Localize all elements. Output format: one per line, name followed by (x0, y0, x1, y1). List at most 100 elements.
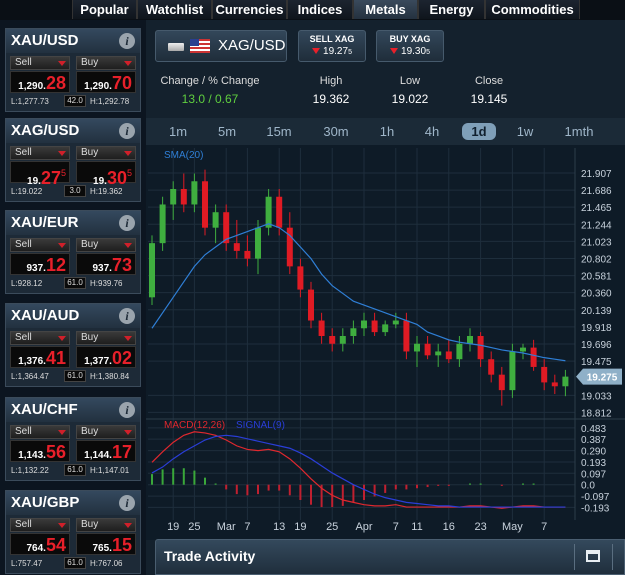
window-icon[interactable] (586, 550, 600, 562)
candle-body (403, 320, 410, 352)
candle-body (477, 335, 484, 360)
info-icon[interactable]: i (119, 215, 135, 231)
histogram-bar (500, 484, 503, 486)
info-icon[interactable]: i (119, 495, 135, 511)
sell-price[interactable]: 937.12 (10, 253, 70, 275)
timeframe-button[interactable]: 4h (424, 124, 440, 139)
dropdown-arrow (124, 151, 132, 156)
timeframe-button[interactable]: 15m (266, 124, 292, 139)
histogram-bar (267, 484, 270, 491)
y-tick-label: 0.0 (581, 481, 595, 492)
candle-body (149, 243, 155, 298)
x-tick-label: 7 (541, 521, 547, 533)
sell-price[interactable]: 19.275 (10, 161, 70, 188)
buy-label: Buy (81, 147, 99, 158)
indicator-line (151, 434, 566, 508)
symbol-button[interactable]: XAG/USD (155, 30, 287, 62)
buy-dropdown[interactable]: Buy (76, 518, 136, 532)
buy-dropdown[interactable]: Buy (76, 425, 136, 439)
sell-dropdown[interactable]: Sell (10, 518, 70, 532)
low-price: L:1,364.47 (11, 372, 49, 381)
buy-price[interactable]: 765.15 (76, 533, 136, 555)
sell-button-label: SELL XAG (309, 34, 355, 44)
instrument-card[interactable]: XAU/USD i Sell 1,290.28 Buy 1,290.70 L:1,277.7… (5, 28, 141, 112)
tab[interactable]: Currencies (212, 0, 287, 19)
low-price: L:757.47 (11, 559, 43, 568)
tab[interactable]: Metals (353, 0, 418, 19)
histogram-bar (447, 484, 450, 486)
buy-button-price: 19.305 (377, 46, 443, 57)
histogram-bar (479, 483, 482, 485)
dropdown-arrow (58, 151, 66, 156)
buy-price[interactable]: 937.73 (76, 253, 136, 275)
instrument-card[interactable]: XAU/AUD i Sell 1,376.41 Buy 1,377.02 L:1,364.4… (5, 303, 141, 387)
buy-price[interactable]: 1,290.70 (76, 71, 136, 93)
buy-dropdown[interactable]: Buy (76, 56, 136, 70)
candle-body (435, 351, 442, 356)
sma-line (151, 223, 566, 362)
info-icon[interactable]: i (119, 308, 135, 324)
tab[interactable]: Popular (72, 0, 137, 19)
buy-button-label: BUY XAG (389, 34, 431, 44)
instrument-name: XAU/AUD (11, 307, 80, 324)
high-price: H:767.06 (90, 559, 123, 568)
timeframe-button[interactable]: 1d (462, 123, 496, 140)
price-main: 1,376. (18, 356, 46, 367)
chart-background (146, 145, 625, 540)
y-tick-label: 21.907 (581, 169, 612, 180)
stat-value: 13.0 / 0.67 (181, 92, 239, 106)
low-price: L:1,132.22 (11, 466, 49, 475)
low-price: L:19.022 (11, 187, 43, 196)
y-tick-label: 20.581 (581, 272, 612, 283)
sell-dropdown[interactable]: Sell (10, 56, 70, 70)
buy-price[interactable]: 1,144.17 (76, 440, 136, 462)
timeframe-button[interactable]: 1mth (564, 124, 594, 139)
sell-label: Sell (15, 239, 32, 250)
instrument-card[interactable]: XAU/GBP i Sell 764.54 Buy 765.15 L:757.47 61.0 H… (5, 490, 141, 574)
buy-price[interactable]: 19.305 (76, 161, 136, 188)
sell-dropdown[interactable]: Sell (10, 238, 70, 252)
info-icon[interactable]: i (119, 123, 135, 139)
tab[interactable]: Watchlist (137, 0, 212, 19)
histogram-bar (172, 468, 175, 485)
tab[interactable]: Indices (287, 0, 353, 19)
info-icon[interactable]: i (119, 402, 135, 418)
sell-dropdown[interactable]: Sell (10, 425, 70, 439)
stat-label: Change / % Change (160, 75, 260, 87)
trade-activity-bar[interactable]: Trade Activity (155, 539, 625, 575)
timeframe-button[interactable]: 1m (168, 124, 188, 139)
timeframe-button[interactable]: 30m (323, 124, 349, 139)
instrument-card[interactable]: XAU/EUR i Sell 937.12 Buy 937.73 L:928.12 61.0 H… (5, 210, 141, 294)
tab[interactable]: Commodities (485, 0, 580, 19)
instrument-card[interactable]: XAG/USD i Sell 19.275 Buy 19.305 L:19.022 3.0 H:… (5, 118, 141, 202)
buy-dropdown[interactable]: Buy (76, 238, 136, 252)
buy-button[interactable]: BUY XAG 19.305 (376, 30, 444, 62)
candle-body (445, 351, 452, 360)
timeframe-button[interactable]: 1w (516, 124, 534, 139)
sell-price[interactable]: 1,376.41 (10, 346, 70, 368)
sell-label: Sell (15, 519, 32, 530)
sell-dropdown[interactable]: Sell (10, 146, 70, 160)
instrument-card[interactable]: XAU/CHF i Sell 1,143.56 Buy 1,144.17 L:1,132.2… (5, 397, 141, 481)
spread: 61.0 (64, 464, 86, 476)
price-big: 15 (111, 535, 132, 555)
buy-label: Buy (81, 239, 99, 250)
sell-dropdown[interactable]: Sell (10, 331, 70, 345)
buy-price[interactable]: 1,377.02 (76, 346, 136, 368)
sell-price[interactable]: 1,290.28 (10, 71, 70, 93)
info-icon[interactable]: i (119, 33, 135, 49)
buy-label: Buy (81, 519, 99, 530)
buy-dropdown[interactable]: Buy (76, 146, 136, 160)
price-sup: 5 (60, 168, 66, 178)
sell-button[interactable]: SELL XAG 19.275 (298, 30, 366, 62)
price-big: 17 (111, 442, 132, 462)
buy-dropdown[interactable]: Buy (76, 331, 136, 345)
tab[interactable]: Energy (418, 0, 485, 19)
sell-price[interactable]: 764.54 (10, 533, 70, 555)
price-main: 937. (92, 263, 112, 274)
sell-price[interactable]: 1,143.56 (10, 440, 70, 462)
timeframe-button[interactable]: 5m (217, 124, 237, 139)
y-tick-label: 20.802 (581, 254, 612, 265)
timeframe-button[interactable]: 1h (379, 124, 395, 139)
x-tick-label: 19 (167, 521, 179, 533)
